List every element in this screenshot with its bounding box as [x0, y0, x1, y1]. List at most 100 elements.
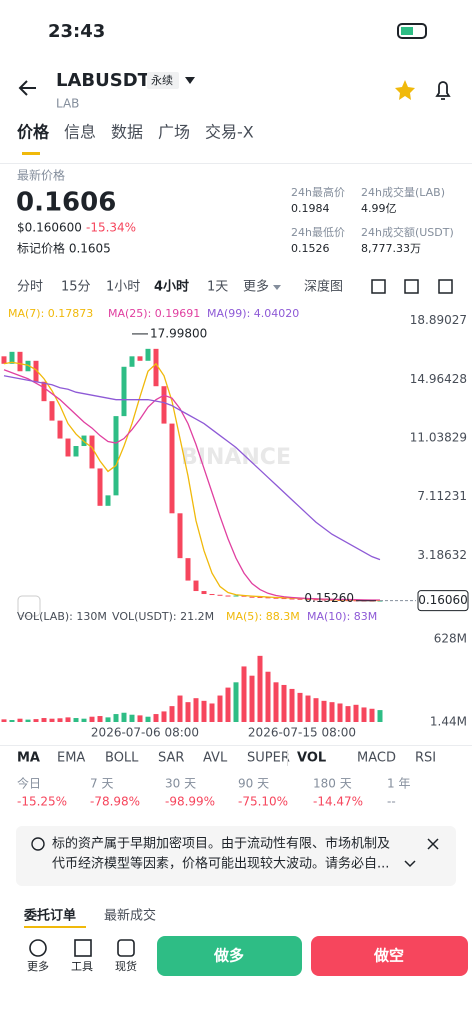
candle: [153, 348, 159, 387]
indicator[interactable]: MACD: [357, 751, 396, 766]
volume-bar: [249, 675, 255, 722]
indicator[interactable]: AVL: [203, 751, 228, 766]
tag-bg: [147, 72, 179, 89]
chart-tool[interactable]: [438, 279, 453, 294]
volume-bar: [25, 719, 31, 722]
indicator[interactable]: VOL: [297, 751, 326, 766]
interval[interactable]: 1天: [207, 280, 228, 295]
candle: [273, 597, 279, 599]
candle: [225, 595, 231, 597]
vol-legend: VOL(USDT): 21.2M: [112, 610, 214, 623]
change: -15.34%: [86, 221, 136, 235]
x-label: 2026-07-06 08:00: [91, 726, 199, 740]
period: 90 天: [238, 777, 269, 791]
ma-line: [3, 375, 381, 561]
indicator[interactable]: SAR: [158, 751, 184, 766]
indicator[interactable]: SUPER: [247, 751, 290, 766]
volume-bar: [129, 714, 135, 722]
notice-box: [16, 826, 456, 886]
interval[interactable]: 更多: [243, 279, 269, 295]
interval[interactable]: 分时: [17, 280, 43, 295]
volume-bar: [257, 655, 263, 722]
y-tick-label: 18.89027: [410, 313, 467, 327]
close[interactable]: [427, 838, 439, 850]
candle: [281, 598, 287, 600]
tab[interactable]: 广场: [158, 123, 190, 142]
interval[interactable]: 15分: [61, 280, 91, 295]
interval[interactable]: 深度图: [304, 279, 343, 295]
last-price-label: 0.16060: [418, 593, 468, 607]
volume-bar: [193, 698, 199, 722]
tool-label[interactable]: 工具: [71, 960, 93, 973]
ma-line: [3, 361, 380, 602]
volume-bar: [337, 703, 343, 722]
tab[interactable]: 价格: [17, 123, 50, 142]
chart-tool[interactable]: [404, 279, 419, 294]
candle: [65, 438, 71, 457]
stat-value: 0.1984: [291, 202, 330, 215]
tools-icon[interactable]: [74, 939, 92, 957]
candle: [113, 416, 119, 496]
tool-label[interactable]: 更多: [27, 959, 49, 973]
tab[interactable]: 信息: [64, 123, 96, 142]
long-button[interactable]: [157, 936, 302, 976]
divider: [0, 163, 472, 164]
vol-legend: MA(10): 83M: [307, 610, 377, 623]
long-label[interactable]: 做多: [213, 947, 244, 965]
high-label: 17.99800: [150, 326, 207, 340]
candle: [105, 495, 111, 506]
info-icon: [31, 837, 45, 851]
short-label[interactable]: 做空: [373, 947, 404, 965]
alert[interactable]: [435, 81, 451, 100]
separator: [287, 750, 288, 766]
order-tab[interactable]: 最新成交: [104, 908, 156, 924]
tool-label[interactable]: 现货: [115, 959, 137, 973]
candle: [185, 558, 191, 581]
volume-bar: [17, 718, 23, 722]
order-tab[interactable]: 委托订单: [23, 908, 76, 924]
volume-bar: [161, 711, 167, 722]
volume-bar: [137, 715, 143, 722]
more-icon[interactable]: [29, 939, 47, 957]
dropdown[interactable]: [185, 77, 195, 84]
volume-bar: [97, 716, 103, 722]
interval[interactable]: 4小时: [154, 279, 189, 295]
symbol[interactable]: LABUSDT: [56, 70, 151, 91]
tab[interactable]: 数据: [111, 123, 143, 142]
volume-bar: [121, 712, 127, 722]
expand[interactable]: [404, 860, 416, 868]
candle: [249, 596, 255, 598]
back[interactable]: [18, 80, 36, 96]
indicator[interactable]: BOLL: [105, 751, 139, 766]
time: 23:43: [48, 21, 105, 42]
period: 7 天: [90, 777, 113, 791]
volume-bar: [65, 717, 71, 722]
chart-tool[interactable]: [371, 279, 386, 294]
tag: 永续: [151, 73, 173, 87]
candle: [193, 580, 199, 592]
last-price-box: [417, 590, 469, 612]
vol-tick-label: 628M: [434, 631, 467, 645]
favorite[interactable]: [395, 80, 415, 100]
period: 1 年: [387, 777, 410, 791]
indicator[interactable]: EMA: [57, 751, 85, 766]
interval[interactable]: 1小时: [106, 280, 140, 295]
candle: [1, 356, 7, 364]
volume-bar: [377, 710, 383, 722]
battery-level: [401, 27, 413, 35]
period: 今日: [17, 776, 41, 791]
battery: [397, 23, 427, 39]
indicator[interactable]: RSI: [415, 751, 436, 766]
price-label: 最新价格: [17, 168, 65, 183]
candle: [121, 366, 127, 417]
indicator[interactable]: MA: [17, 751, 40, 766]
low-label: 0.15260: [304, 591, 354, 605]
spot-icon[interactable]: [117, 939, 135, 957]
short-button[interactable]: [311, 936, 468, 976]
fullscreen[interactable]: [17, 595, 41, 617]
y-tick-label: 3.18632: [417, 548, 467, 562]
x-label: 2026-07-15 08:00: [248, 726, 356, 740]
notice-text: 代币经济模型等因素，价格可能出现较大波动。请务必自...: [52, 856, 389, 872]
tab[interactable]: 交易-X: [205, 123, 254, 142]
period: 180 天: [313, 777, 352, 791]
